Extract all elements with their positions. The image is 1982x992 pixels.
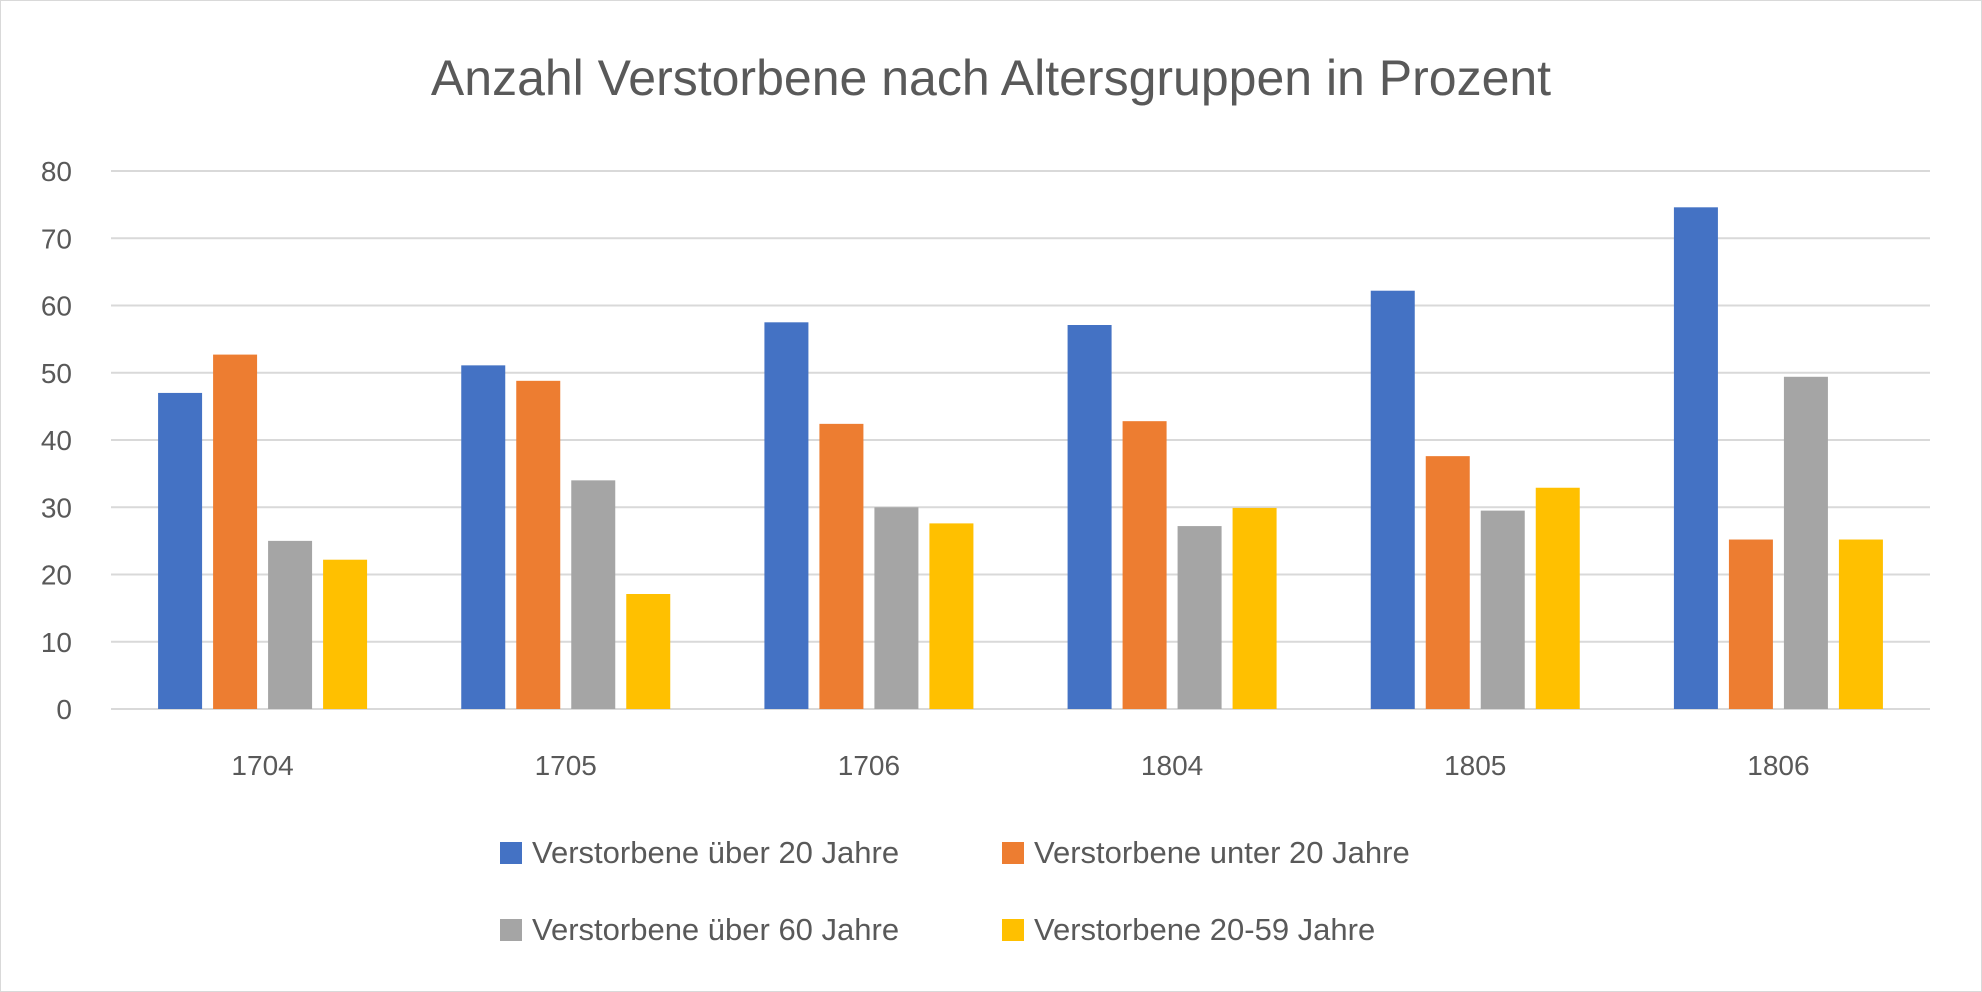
bar-1706-series-1	[764, 322, 809, 709]
bar-1704-series-2	[213, 354, 258, 709]
bar-1705-series-3	[571, 480, 616, 709]
legend-label-3: Verstorbene über 60 Jahre	[532, 912, 899, 947]
y-tick-label: 80	[41, 156, 72, 187]
x-tick-label: 1806	[1747, 750, 1809, 781]
legend-label-4: Verstorbene 20-59 Jahre	[1034, 912, 1375, 947]
x-tick-label: 1704	[231, 750, 293, 781]
bar-1806-series-1	[1673, 207, 1718, 709]
bar-1805-series-1	[1370, 290, 1415, 709]
bar-1804-series-4	[1232, 507, 1277, 709]
y-tick-label: 60	[41, 291, 72, 322]
y-tick-label: 30	[41, 492, 72, 523]
bar-1705-series-1	[461, 365, 506, 709]
legend-swatch-3	[500, 919, 522, 941]
legend-label-2: Verstorbene unter 20 Jahre	[1034, 835, 1410, 870]
bar-1706-series-2	[819, 423, 864, 709]
legend-swatch-1	[500, 842, 522, 864]
bar-1806-series-3	[1783, 376, 1828, 709]
legend-swatch-4	[1002, 919, 1024, 941]
y-tick-label: 10	[41, 627, 72, 658]
x-tick-label: 1706	[838, 750, 900, 781]
bar-1704-series-3	[268, 540, 313, 709]
chart-title: Anzahl Verstorbene nach Altersgruppen in…	[431, 50, 1551, 106]
y-tick-label: 20	[41, 560, 72, 591]
bar-1806-series-4	[1838, 539, 1883, 709]
bar-1705-series-4	[626, 594, 671, 709]
legend-swatch-2	[1002, 842, 1024, 864]
legend-label-1: Verstorbene über 20 Jahre	[532, 835, 899, 870]
bar-1704-series-4	[323, 559, 368, 709]
y-tick-label: 40	[41, 425, 72, 456]
bar-1806-series-2	[1728, 539, 1773, 709]
bar-1805-series-2	[1425, 456, 1470, 709]
bar-1704-series-1	[158, 392, 203, 709]
y-tick-label: 0	[56, 694, 72, 725]
bar-1706-series-4	[929, 523, 974, 709]
bar-1706-series-3	[874, 507, 919, 709]
y-tick-label: 50	[41, 358, 72, 389]
bar-1805-series-3	[1480, 510, 1525, 709]
bar-1804-series-3	[1177, 526, 1222, 709]
bar-1804-series-1	[1067, 325, 1112, 709]
x-tick-label: 1705	[535, 750, 597, 781]
x-tick-label: 1804	[1141, 750, 1203, 781]
bar-1804-series-2	[1122, 421, 1167, 709]
bar-1805-series-4	[1535, 487, 1580, 709]
bar-1705-series-2	[516, 380, 561, 709]
x-tick-label: 1805	[1444, 750, 1506, 781]
y-tick-label: 70	[41, 223, 72, 254]
